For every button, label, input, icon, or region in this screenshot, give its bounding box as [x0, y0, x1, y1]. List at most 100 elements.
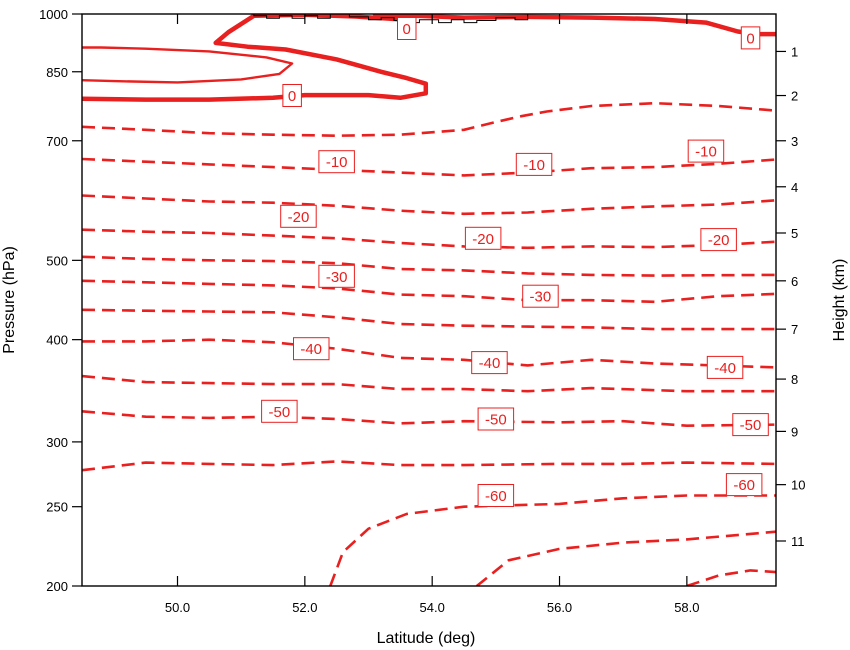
- contour-label-text: -20: [288, 209, 310, 226]
- contour-line: [475, 530, 776, 586]
- contour-lines: [82, 14, 776, 586]
- contour-label: -60: [477, 484, 515, 507]
- contour-label-text: 0: [288, 88, 296, 105]
- contour-line: [82, 157, 776, 177]
- right-y-axis-title: Height (km): [831, 259, 848, 342]
- contour-label: -30: [522, 284, 559, 308]
- contour-label-text: -30: [530, 289, 552, 306]
- x-tick-label: 52.0: [292, 600, 317, 615]
- contour-label: -10: [318, 150, 355, 174]
- height-tick-label: 4: [791, 180, 798, 195]
- contour-label-text: 0: [403, 21, 411, 38]
- height-tick-label: 10: [791, 478, 805, 493]
- height-tick-label: 11: [791, 534, 805, 549]
- plot-frame: [81, 13, 777, 587]
- contour-label: -40: [293, 337, 330, 361]
- contour-label-box: [725, 473, 763, 497]
- contour-label-box: [477, 484, 515, 507]
- contour-label-box: [282, 84, 302, 107]
- contour-line: [82, 374, 776, 393]
- contour-label-text: -40: [300, 341, 322, 358]
- contour-label: -20: [464, 226, 502, 250]
- height-tick-label: 2: [791, 89, 798, 104]
- contour-label-text: -10: [695, 144, 717, 161]
- contour-label: -40: [706, 355, 744, 379]
- contour-label: -10: [515, 152, 553, 176]
- contour-label-text: -10: [523, 157, 545, 174]
- contour-line: [82, 228, 776, 250]
- contour-label-box: [471, 351, 508, 375]
- y-tick-label: 200: [46, 579, 68, 594]
- x-tick-label: 56.0: [547, 600, 572, 615]
- height-tick-label: 1: [791, 44, 798, 59]
- contour-label-box: [318, 150, 355, 174]
- contour-line: [82, 46, 294, 84]
- contour-label-box: [280, 204, 317, 228]
- contour-label-text: -10: [326, 154, 348, 171]
- height-tick-label: 6: [791, 274, 798, 289]
- contour-label: -50: [732, 413, 769, 437]
- contour-label-box: [515, 152, 553, 176]
- contour-label-box: [700, 228, 737, 252]
- contour-label-box: [740, 26, 761, 50]
- contour-label-box: [522, 284, 559, 308]
- contour-label: 0: [740, 26, 761, 50]
- x-axis-ticks: 50.0 52.0 54.0 56.0 58.0: [165, 14, 700, 615]
- contour-label-box: [464, 226, 502, 250]
- contour-label-text: -60: [733, 477, 755, 494]
- y-tick-label: 1000: [39, 7, 68, 22]
- contour-label-text: -30: [326, 269, 348, 286]
- left-y-axis-ticks: 200 250 300 400 500 700 850 1000: [39, 7, 82, 594]
- x-axis-title: Latitude (deg): [377, 630, 476, 647]
- contour-line: [82, 338, 776, 369]
- contour-label-box: [293, 337, 330, 361]
- contour-line: [686, 569, 776, 586]
- contour-label-text: -40: [479, 355, 501, 372]
- contour-label: -10: [687, 139, 725, 163]
- contour-line: [82, 308, 776, 331]
- contour-line: [82, 255, 776, 277]
- contour-label-box: [687, 139, 725, 163]
- y-tick-label: 400: [46, 333, 68, 348]
- contour-label: -50: [477, 407, 515, 431]
- contour-label-text: -50: [740, 417, 762, 434]
- contour-label-text: -20: [472, 231, 494, 248]
- contour-label-box: [706, 355, 744, 379]
- contour-label-text: -40: [714, 360, 736, 377]
- contour-label: -50: [261, 399, 298, 423]
- height-tick-label: 5: [791, 226, 798, 241]
- y-tick-label: 700: [46, 134, 68, 149]
- terrain-outline: [253, 13, 529, 24]
- contour-line: [82, 410, 776, 427]
- contour-label-text: -50: [269, 404, 291, 421]
- contour-label: 0: [282, 84, 302, 107]
- y-tick-label: 500: [46, 253, 68, 268]
- contour-line: [82, 194, 776, 216]
- right-y-axis-ticks: 1 2 3 4 5 6 7 8 9 10 11: [776, 44, 805, 549]
- contour-label-box: [318, 264, 355, 288]
- contour-label: 0: [397, 17, 417, 40]
- contour-label-text: -60: [485, 488, 507, 505]
- contour-label: -30: [318, 264, 355, 288]
- contour-line: [82, 460, 776, 472]
- height-tick-label: 9: [791, 424, 798, 439]
- contour-label-text: -20: [708, 232, 730, 249]
- contour-label-box: [732, 413, 769, 437]
- x-tick-label: 50.0: [165, 600, 190, 615]
- height-tick-label: 7: [791, 322, 798, 337]
- height-tick-label: 8: [791, 372, 798, 387]
- contour-label: -20: [700, 228, 737, 252]
- left-y-axis-title: Pressure (hPa): [1, 246, 18, 354]
- y-tick-label: 250: [46, 500, 68, 515]
- contour-label: -20: [280, 204, 317, 228]
- y-tick-label: 300: [46, 435, 68, 450]
- contour-labels: -60 -60 -50 -50 -50 -40 -40 -40 -30 -30 -20 -20 -20 -…: [261, 17, 769, 507]
- contour-label-text: -50: [485, 412, 507, 429]
- contour-line: [329, 494, 776, 586]
- height-tick-label: 3: [791, 134, 798, 149]
- contour-label-box: [261, 399, 298, 423]
- x-tick-label: 58.0: [674, 600, 699, 615]
- contour-label: -60: [725, 473, 763, 497]
- contour-line: [82, 279, 776, 304]
